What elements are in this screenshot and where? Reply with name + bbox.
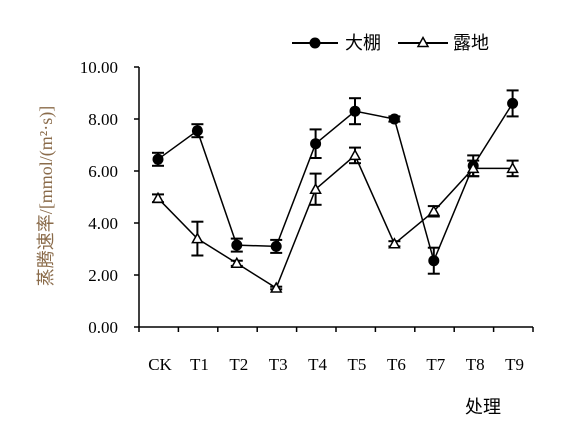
- y-axis-label: 蒸腾速率/[mmol/(m²·s)]: [36, 106, 57, 286]
- legend-label-greenhouse: 大棚: [345, 33, 381, 53]
- data-point-greenhouse: [152, 153, 164, 165]
- data-point-open-field: [506, 161, 519, 174]
- x-tick-label: T3: [269, 355, 288, 374]
- data-point-open-field: [191, 232, 204, 244]
- legend-marker-greenhouse: [309, 37, 321, 49]
- y-tick-label: 0.00: [88, 318, 118, 337]
- legend-label-open-field: 露地: [453, 33, 489, 53]
- data-point-open-field: [309, 182, 322, 194]
- y-tick-label: 8.00: [88, 110, 118, 129]
- data-point-greenhouse: [310, 138, 322, 150]
- x-tick-label: T9: [505, 355, 524, 374]
- x-tick-label: T2: [229, 355, 248, 374]
- series-line-1: [157, 154, 513, 290]
- plot-area: 0.00 2.00 4.00 6.00 8.00 10.00 CK T1 T2 T3 T4 T5 T6 T…: [80, 58, 534, 374]
- legend-marker-open-field: [416, 35, 430, 48]
- x-tick-label: T8: [466, 355, 485, 374]
- data-point-greenhouse: [349, 105, 361, 117]
- y-tick-label: 6.00: [88, 162, 118, 181]
- legend-item-greenhouse: 大棚: [292, 33, 381, 53]
- x-tick-label: CK: [148, 355, 172, 374]
- data-point-greenhouse: [388, 113, 400, 125]
- x-tick-label: T6: [387, 355, 406, 374]
- x-tick-label: T7: [426, 355, 445, 374]
- series-line-0: [157, 102, 514, 263]
- data-point-open-field: [388, 237, 401, 249]
- data-point-greenhouse: [270, 240, 282, 252]
- data-point-open-field: [151, 191, 165, 204]
- x-tick-label: T5: [348, 355, 367, 374]
- legend-item-open-field: 露地: [398, 33, 489, 53]
- y-tick-label: 10.00: [80, 58, 118, 77]
- data-point-open-field: [269, 281, 283, 293]
- data-point-greenhouse: [191, 125, 203, 137]
- y-tick-label: 2.00: [88, 266, 118, 285]
- data-point-open-field: [427, 204, 441, 217]
- data-point-open-field: [348, 148, 362, 161]
- data-point-greenhouse: [507, 97, 519, 109]
- x-tick-label: T1: [190, 355, 209, 374]
- data-point-greenhouse: [231, 239, 243, 251]
- legend: 大棚 露地: [292, 33, 489, 53]
- data-point-greenhouse: [428, 255, 440, 267]
- data-point-open-field: [230, 256, 244, 269]
- x-axis-label: 处理: [465, 397, 501, 417]
- x-tick-label: T4: [308, 355, 327, 374]
- y-tick-label: 4.00: [88, 214, 118, 233]
- data-point-open-field: [466, 161, 480, 174]
